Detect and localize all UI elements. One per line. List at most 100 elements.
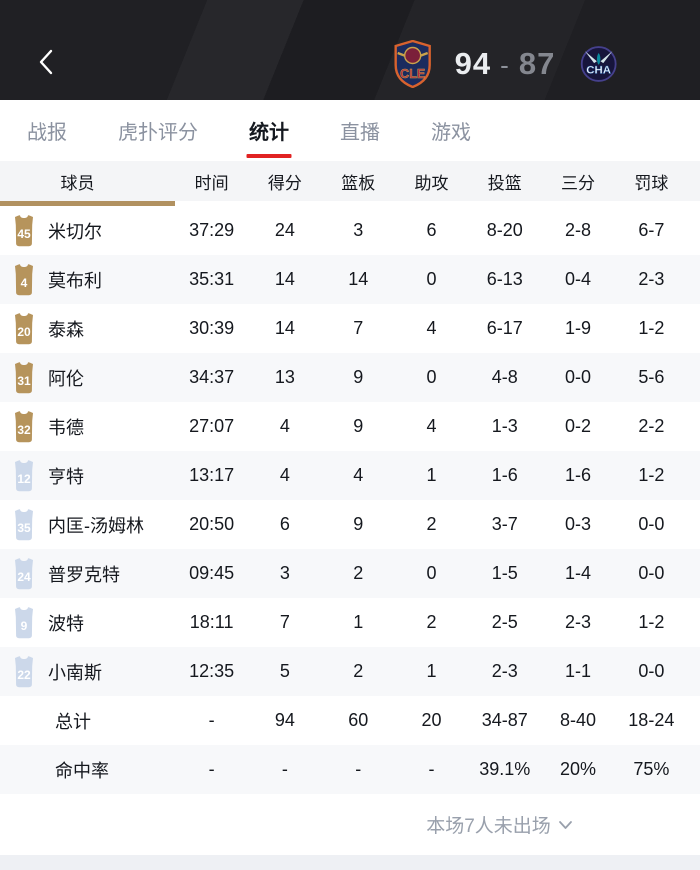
player-row[interactable]: 45 米切尔 37:29 24 3 6 8-20 2-8 6-7 [0, 206, 700, 255]
cell-pts: 24 [274, 220, 295, 240]
cell-ft: 75% [633, 759, 670, 779]
back-chevron-icon [39, 49, 53, 75]
cell-time: 35:31 [189, 269, 235, 289]
jersey-icon: 31 [15, 362, 33, 394]
cell-pts: 6 [279, 514, 290, 534]
jersey-icon: 9 [15, 607, 33, 639]
score-header: CLE 94 - 87 CHA [0, 0, 700, 100]
jersey-number: 4 [21, 276, 28, 290]
cell-fg: 2-3 [491, 661, 518, 681]
cell-pts: 4 [279, 416, 290, 436]
cell-ft: 2-2 [638, 416, 665, 436]
cell-pts: 14 [274, 269, 295, 289]
player-row[interactable]: 9 波特 18:11 7 1 2 2-5 2-3 1-2 [0, 598, 700, 647]
cell-fg: 8-20 [486, 220, 523, 240]
cell-tp: 1-6 [565, 465, 592, 485]
player-cell: 31 阿伦 [0, 361, 175, 394]
tab-4[interactable]: 直播 [340, 122, 380, 144]
cell-reb: 14 [348, 269, 369, 289]
cell-reb: 7 [353, 318, 364, 338]
cell-ft: 2-3 [638, 269, 665, 289]
player-cell: 12 亨特 [0, 459, 175, 492]
player-row[interactable]: 32 韦德 27:07 4 9 4 1-3 0-2 2-2 [0, 402, 700, 451]
player-column-underline [0, 201, 175, 206]
score: 94 - 87 [455, 46, 556, 82]
column-header-2: 得分 [267, 173, 302, 193]
cell-tp: 0-2 [565, 416, 592, 436]
cell-ast: 2 [426, 514, 437, 534]
cell-ast: 1 [426, 661, 437, 681]
tab-5[interactable]: 游戏 [431, 122, 471, 144]
cell-time: 34:37 [189, 367, 235, 387]
jersey-icon: 12 [15, 460, 33, 492]
cell-tp: 0-4 [565, 269, 592, 289]
cell-ast: 0 [426, 563, 437, 583]
cell-ast: 0 [426, 367, 437, 387]
player-name: 米切尔 [48, 221, 102, 242]
player-row[interactable]: 22 小南斯 12:35 5 2 1 2-3 1-1 0-0 [0, 647, 700, 696]
cell-time: 13:17 [189, 465, 235, 485]
player-cell: 45 米切尔 [0, 214, 175, 247]
tab-bar: 战报 虎扑评分 统计 直播 游戏 [0, 100, 700, 161]
jersey-number: 35 [17, 521, 31, 535]
cell-fg: 1-5 [491, 563, 518, 583]
cell-ft: 1-2 [638, 318, 665, 338]
player-name: 韦德 [48, 417, 84, 438]
column-header-0: 球员 [60, 173, 95, 193]
cell-fg: 2-5 [491, 612, 518, 632]
totals-row: 总计 - 94 60 20 34-87 8-40 18-24 [0, 696, 700, 745]
jersey-number: 9 [21, 619, 28, 633]
cell-reb: - [355, 759, 362, 779]
cell-pts: 4 [279, 465, 290, 485]
cell-ast: 20 [421, 710, 442, 730]
jersey-icon: 45 [15, 215, 33, 247]
cell-time: - [208, 710, 215, 730]
tab-3[interactable]: 统计 [249, 100, 289, 161]
jersey-icon: 20 [15, 313, 33, 345]
player-row[interactable]: 35 内匡-汤姆林 20:50 6 9 2 3-7 0-3 0-0 [0, 500, 700, 549]
player-row[interactable]: 4 莫布利 35:31 14 14 0 6-13 0-4 2-3 [0, 255, 700, 304]
dnp-players-toggle[interactable]: 本场7人未出场 [426, 811, 574, 838]
cell-reb: 3 [353, 220, 364, 240]
cell-ft: 0-0 [638, 563, 665, 583]
cell-fg: 4-8 [491, 367, 518, 387]
cell-time: 37:29 [189, 220, 235, 240]
column-header-4: 助攻 [414, 173, 449, 193]
player-row[interactable]: 24 普罗克特 09:45 3 2 0 1-5 1-4 0-0 [0, 549, 700, 598]
cell-ast: 4 [426, 318, 437, 338]
jersey-number: 45 [17, 227, 31, 241]
cell-pts: 7 [279, 612, 290, 632]
cell-ft: 0-0 [638, 514, 665, 534]
tab-1[interactable]: 战报 [27, 122, 67, 144]
home-team-abbr: CLE [400, 67, 425, 81]
back-button[interactable] [30, 44, 62, 80]
cell-fg: 3-7 [491, 514, 518, 534]
player-name: 亨特 [48, 466, 84, 487]
cell-reb: 9 [353, 514, 364, 534]
stats-table-header: 球员 时间 得分 篮板 助攻 投篮 三分 罚球 [0, 161, 700, 201]
cell-reb: 2 [353, 563, 364, 583]
cell-fg: 1-3 [491, 416, 518, 436]
jersey-number: 31 [17, 374, 31, 388]
cell-reb: 9 [353, 416, 364, 436]
player-row[interactable]: 20 泰森 30:39 14 7 4 6-17 1-9 1-2 [0, 304, 700, 353]
cell-fg: 6-13 [486, 269, 523, 289]
cell-reb: 60 [348, 710, 369, 730]
cell-ast: 4 [426, 416, 437, 436]
jersey-number: 22 [17, 668, 31, 682]
summary-label: 命中率 [55, 760, 109, 781]
player-row[interactable]: 12 亨特 13:17 4 4 1 1-6 1-6 1-2 [0, 451, 700, 500]
cell-reb: 4 [353, 465, 364, 485]
player-row[interactable]: 31 阿伦 34:37 13 9 0 4-8 0-0 5-6 [0, 353, 700, 402]
cell-tp: 1-9 [565, 318, 592, 338]
cell-pts: 13 [274, 367, 295, 387]
home-team-logo: CLE [394, 40, 431, 88]
jersey-icon: 4 [15, 264, 33, 296]
chevron-down-icon [558, 821, 572, 829]
home-score: 94 [454, 46, 492, 81]
tab-2[interactable]: 虎扑评分 [118, 122, 198, 144]
cell-ft: 0-0 [638, 661, 665, 681]
jersey-number: 32 [17, 423, 31, 437]
jersey-icon: 22 [15, 656, 33, 688]
